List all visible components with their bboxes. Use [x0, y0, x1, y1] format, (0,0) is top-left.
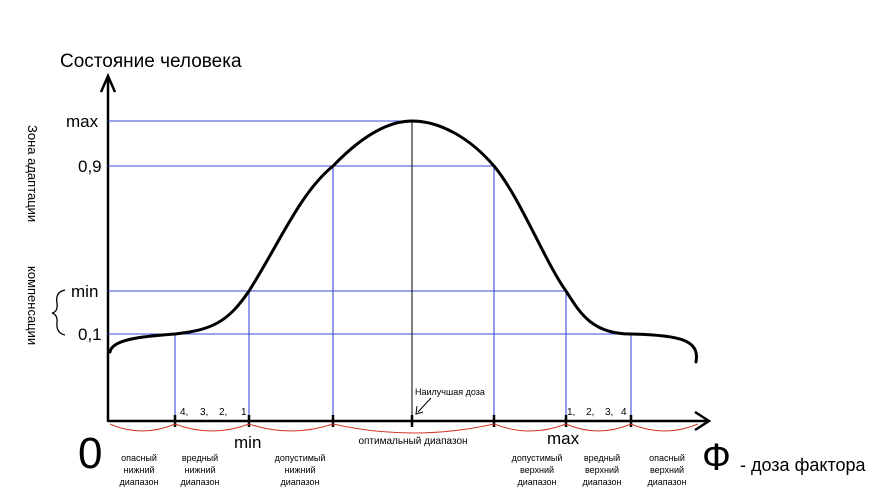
level-09-label: 0,9: [78, 157, 102, 176]
brace-danger-low: [109, 423, 176, 432]
level-01-label: 0,1: [78, 325, 102, 344]
x-ticks: [173, 415, 633, 427]
brace-danger-high: [630, 423, 699, 432]
left-scale-1: 1: [241, 407, 247, 418]
range-danger-low: опасный нижний диапазон: [119, 453, 158, 487]
range-harmful-low-line1: вредный: [182, 453, 218, 463]
brace-optimal: [332, 423, 495, 434]
adaptation-zone-label: Зона адаптации: [25, 125, 40, 222]
right-scale-3: 3,: [605, 407, 613, 418]
compensation-bracket: [51, 289, 66, 336]
range-harmful-high-line2: верхний: [585, 465, 619, 475]
range-danger-high-line3: диапазон: [647, 477, 686, 487]
x-axis-caption: - доза фактора: [740, 455, 867, 475]
brace-harmful-low: [174, 423, 250, 432]
range-acceptable-high-line1: допустимый: [512, 453, 563, 463]
range-acceptable-high-line2: верхний: [520, 465, 554, 475]
left-scale-4: 4,: [180, 407, 188, 418]
range-danger-low-line1: опасный: [121, 453, 157, 463]
range-acceptable-low-line1: допустимый: [275, 453, 326, 463]
response-curve: [108, 119, 698, 364]
marker-max: max: [547, 429, 580, 448]
range-harmful-high-line3: диапазон: [582, 477, 621, 487]
range-optimal: оптимальный диапазон: [358, 436, 467, 447]
range-danger-high: опасный верхний диапазон: [647, 453, 686, 487]
range-acceptable-low-line3: диапазон: [280, 477, 319, 487]
brace-harmful-high: [565, 423, 632, 432]
origin-label: 0: [78, 429, 102, 478]
brace-acceptable-high: [493, 423, 567, 432]
guide-lines: [108, 120, 632, 421]
y-axis-title: Состояние человека: [60, 51, 242, 72]
range-harmful-low-line2: нижний: [184, 465, 215, 475]
best-dose-arrowhead: [415, 405, 424, 415]
best-dose-arrow: [417, 397, 432, 413]
x-axis-arrow: [694, 410, 712, 432]
range-harmful-low: вредный нижний диапазон: [180, 453, 219, 487]
right-scale-1: 1,: [567, 407, 575, 418]
range-danger-high-line1: опасный: [649, 453, 685, 463]
right-scale-2: 2,: [586, 407, 594, 418]
range-harmful-high-line1: вредный: [584, 453, 620, 463]
range-braces: [109, 423, 699, 434]
left-scale-3: 3,: [200, 407, 208, 418]
brace-acceptable-low: [248, 423, 334, 432]
left-scale-2: 2,: [219, 407, 227, 418]
level-max-label: max: [66, 112, 99, 131]
range-acceptable-high-line3: диапазон: [517, 477, 556, 487]
range-danger-high-line2: верхний: [650, 465, 684, 475]
range-harmful-low-line3: диапазон: [180, 477, 219, 487]
range-danger-low-line2: нижний: [123, 465, 154, 475]
range-acceptable-low: допустимый нижний диапазон: [275, 453, 326, 487]
level-min-label: min: [71, 282, 98, 301]
best-dose-label: Наилучшая доза: [415, 387, 485, 397]
range-acceptable-high: допустимый верхний диапазон: [512, 453, 563, 487]
axes: [99, 72, 712, 432]
marker-min: min: [234, 433, 261, 452]
compensation-label: компенсации: [25, 266, 40, 345]
range-harmful-high: вредный верхний диапазон: [582, 453, 621, 487]
right-scale-4: 4: [621, 407, 627, 418]
range-acceptable-low-line2: нижний: [284, 465, 315, 475]
x-axis-symbol: Ф: [702, 437, 731, 479]
range-danger-low-line3: диапазон: [119, 477, 158, 487]
y-axis-arrow: [99, 72, 117, 93]
